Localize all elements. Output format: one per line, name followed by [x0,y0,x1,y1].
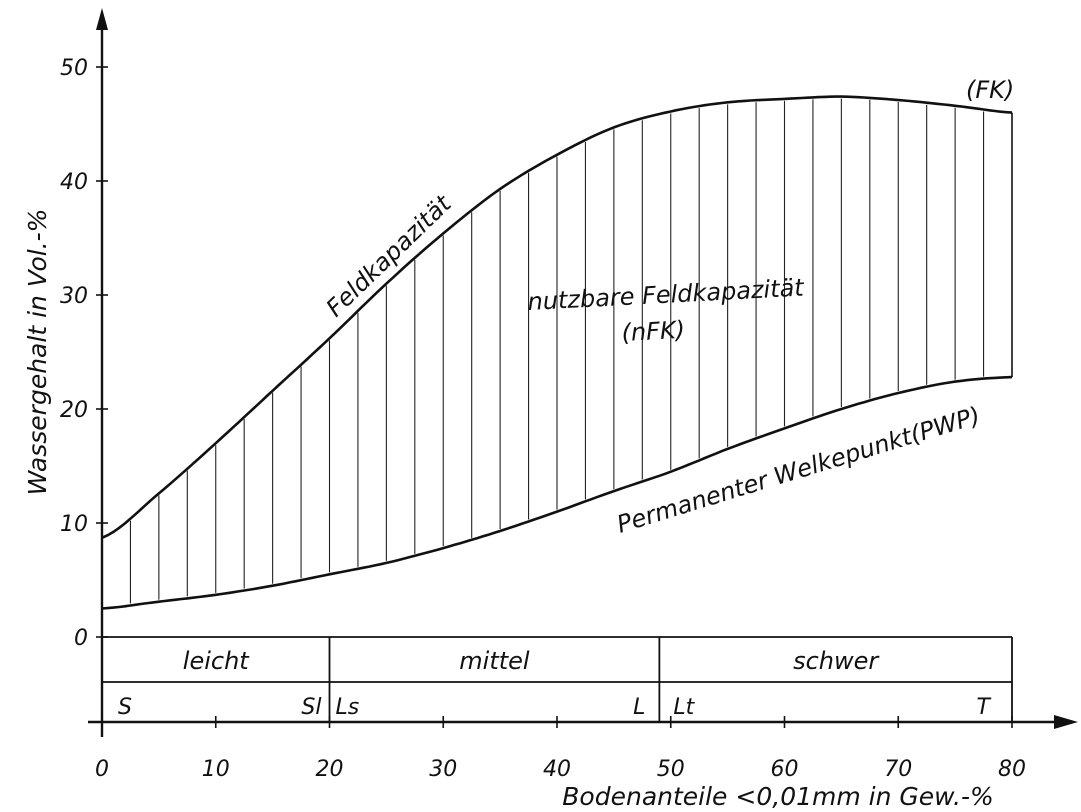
x-tick-label: 70 [884,757,912,782]
x-tick-label: 60 [771,757,799,782]
y-tick-label: 10 [60,512,88,537]
soil-class-label: mittel [459,647,530,675]
soil-code-label: L [633,695,645,720]
x-tick-label: 40 [543,757,571,782]
y-tick-label: 40 [60,170,88,195]
x-tick-label: 10 [202,757,230,782]
fk-curve-label: Feldkapazität [321,189,458,323]
soil-code-label: T [977,695,992,720]
soil-class-label: leicht [183,647,251,675]
nfk-area-label: nutzbare Feldkapazität [527,273,806,316]
x-tick-label: 80 [998,757,1026,782]
tick-layer: 0 10 20 30 40 50 0 10 20 30 40 50 60 70 80 [60,56,1026,782]
x-tick-label: 50 [657,757,685,782]
fk-end-label: (FK) [966,76,1014,104]
x-tick-label: 20 [316,757,344,782]
soil-class-label: schwer [793,647,880,675]
nfk-hatching [129,98,985,604]
soil-code-label: Ls [336,695,360,720]
fk-curve [101,95,1013,539]
y-tick-label: 30 [60,284,88,309]
x-axis-arrow [1054,715,1078,729]
y-axis-arrow [96,8,108,30]
pwp-curve [101,375,1013,610]
y-tick-label: 50 [60,56,88,81]
soil-code-label: S [118,695,132,720]
soil-code-label: Sl [301,695,321,720]
x-axis-title: Bodenanteile <0,01mm in Gew.-% [562,782,993,811]
pwp-curve-label: Permanenter Welkepunkt(PWP) [614,401,984,538]
nfk-area-abbrev: (nFK) [621,316,686,347]
soil-class-table: leicht mittel schwer S Sl Ls L Lt T [102,636,1013,722]
soil-code-label: Lt [673,695,695,720]
y-tick-label: 0 [74,626,88,651]
x-tick-label: 30 [429,757,457,782]
y-axis-title: Wassergehalt in Vol.-% [23,209,52,496]
y-tick-label: 20 [60,398,88,423]
x-tick-label: 0 [95,757,109,782]
axes [88,8,1078,737]
